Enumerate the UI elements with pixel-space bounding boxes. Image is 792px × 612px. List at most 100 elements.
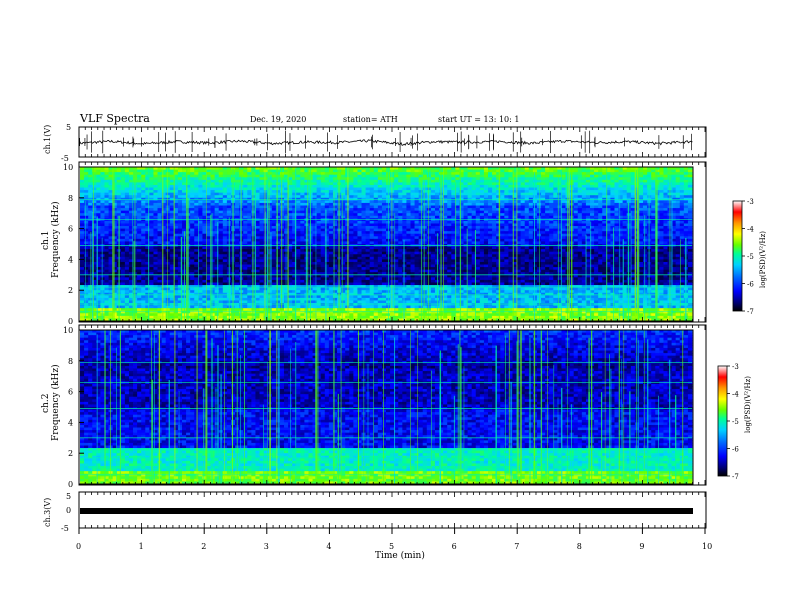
spectrogram-cell [414,182,420,186]
spectrogram-cell [92,220,97,224]
spectrogram-cell [471,177,477,181]
spectrogram-cell [369,223,375,227]
spectrogram-cell [390,233,395,237]
spectrogram-cell [528,228,534,232]
spectrogram-cell [255,184,260,188]
spectrogram-cell [618,215,624,219]
spectrogram-cell [422,195,428,199]
spectrogram-cell [463,238,468,242]
spectrogram-cell [671,220,677,224]
spectrogram-cell [120,220,126,224]
spectrogram-cell [84,200,89,204]
spectrogram-cell [679,179,685,183]
spectrogram-cell [594,177,599,181]
spectrogram-cell [312,179,318,183]
spectrogram-cell [292,213,297,217]
spectrogram-cell [520,177,526,181]
spectrogram-cell [137,233,142,237]
spectrogram-cell [467,169,473,173]
spectrogram-cell [606,169,611,173]
spectrogram-cell [483,200,489,204]
spectrogram-cell [96,200,101,204]
spectrogram-cell [88,236,93,240]
spectrogram-cell [402,190,407,194]
spectrogram-cell [687,215,693,219]
spectrogram-cell [459,202,464,206]
spectrogram-cell [108,215,114,219]
spectrogram-cell [365,231,371,235]
spectrogram-cell [288,233,293,237]
spectrogram-cell [341,241,346,245]
spectrogram-cell [520,192,526,196]
spectrogram-cell [108,172,114,176]
spectrogram-cell [504,167,509,170]
spectrogram-cell [251,223,256,227]
spectrogram-cell [520,202,526,206]
spectrogram-cell [610,182,615,186]
spectrogram-cell [243,228,248,232]
spectrogram-cell [663,226,668,229]
spectrogram-cell [320,177,326,181]
spectrogram-cell [602,187,607,191]
spectrogram-cell [475,220,481,224]
spectrogram-cell [398,226,403,229]
spectrogram-cell [328,218,334,222]
spectrogram-cell [643,241,648,245]
spectrogram-cell [614,195,619,199]
spectrogram-cell [671,195,677,199]
spectrogram-cell [500,179,505,183]
spectrogram-cell [226,192,232,196]
spectrogram-cell [243,246,248,250]
spectrogram-cell [381,177,387,181]
spectrogram-cell [414,184,420,188]
spectrogram-cell [553,223,558,227]
spectrogram-cell [202,187,207,191]
spectrogram-cell [198,205,203,209]
spectrogram-cell [300,241,305,245]
spectrogram-cell [516,177,522,181]
spectrogram-cell [141,187,146,191]
spectrogram-cell [80,195,85,199]
spectrogram-cell [328,190,334,194]
spectrogram-cell [430,246,436,250]
spectrogram-cell [606,200,611,204]
spectrogram-cell [618,190,624,194]
spectrogram-cell [288,187,293,191]
spectrogram-cell [638,218,644,222]
spectrogram-cell [492,172,497,176]
spectrogram-cell [96,210,101,214]
spectrogram-cell [161,174,167,178]
spectrogram-cell [226,215,232,219]
spectrogram-cell [206,241,211,245]
spectrogram-cell [483,218,489,222]
spectrogram-cell [402,210,407,214]
spectrogram-cell [549,238,554,242]
spectrogram-cell [328,195,334,199]
spectrogram-cell [630,179,636,183]
spectrogram-cell [536,202,542,206]
spectrogram-cell [137,231,142,235]
spectrogram-cell [663,236,668,240]
spectrogram-cell [508,174,513,178]
spectrogram-cell [430,238,436,242]
spectrogram-cell [532,187,538,191]
spectrogram-cell [357,233,362,237]
spectrogram-cell [271,167,277,170]
spectrogram-cell [177,213,183,217]
spectrogram-cell [524,169,530,173]
spectrogram-cell [243,238,248,242]
spectrogram-cell [675,228,681,232]
spectrogram-cell [626,200,632,204]
spectrogram-cell [120,210,126,214]
spectrogram-cell [165,223,171,227]
spectrogram-cell [275,172,281,176]
spectrogram-cell [443,167,448,170]
spectrogram-cell [553,238,558,242]
spectrogram-cell [553,179,558,183]
spectrogram-cell [524,200,530,204]
spectrogram-cell [222,223,228,227]
spectrogram-cell [145,238,150,242]
spectrogram-cell [528,210,534,214]
spectrogram-cell [332,192,338,196]
spectrogram-cell [214,187,220,191]
